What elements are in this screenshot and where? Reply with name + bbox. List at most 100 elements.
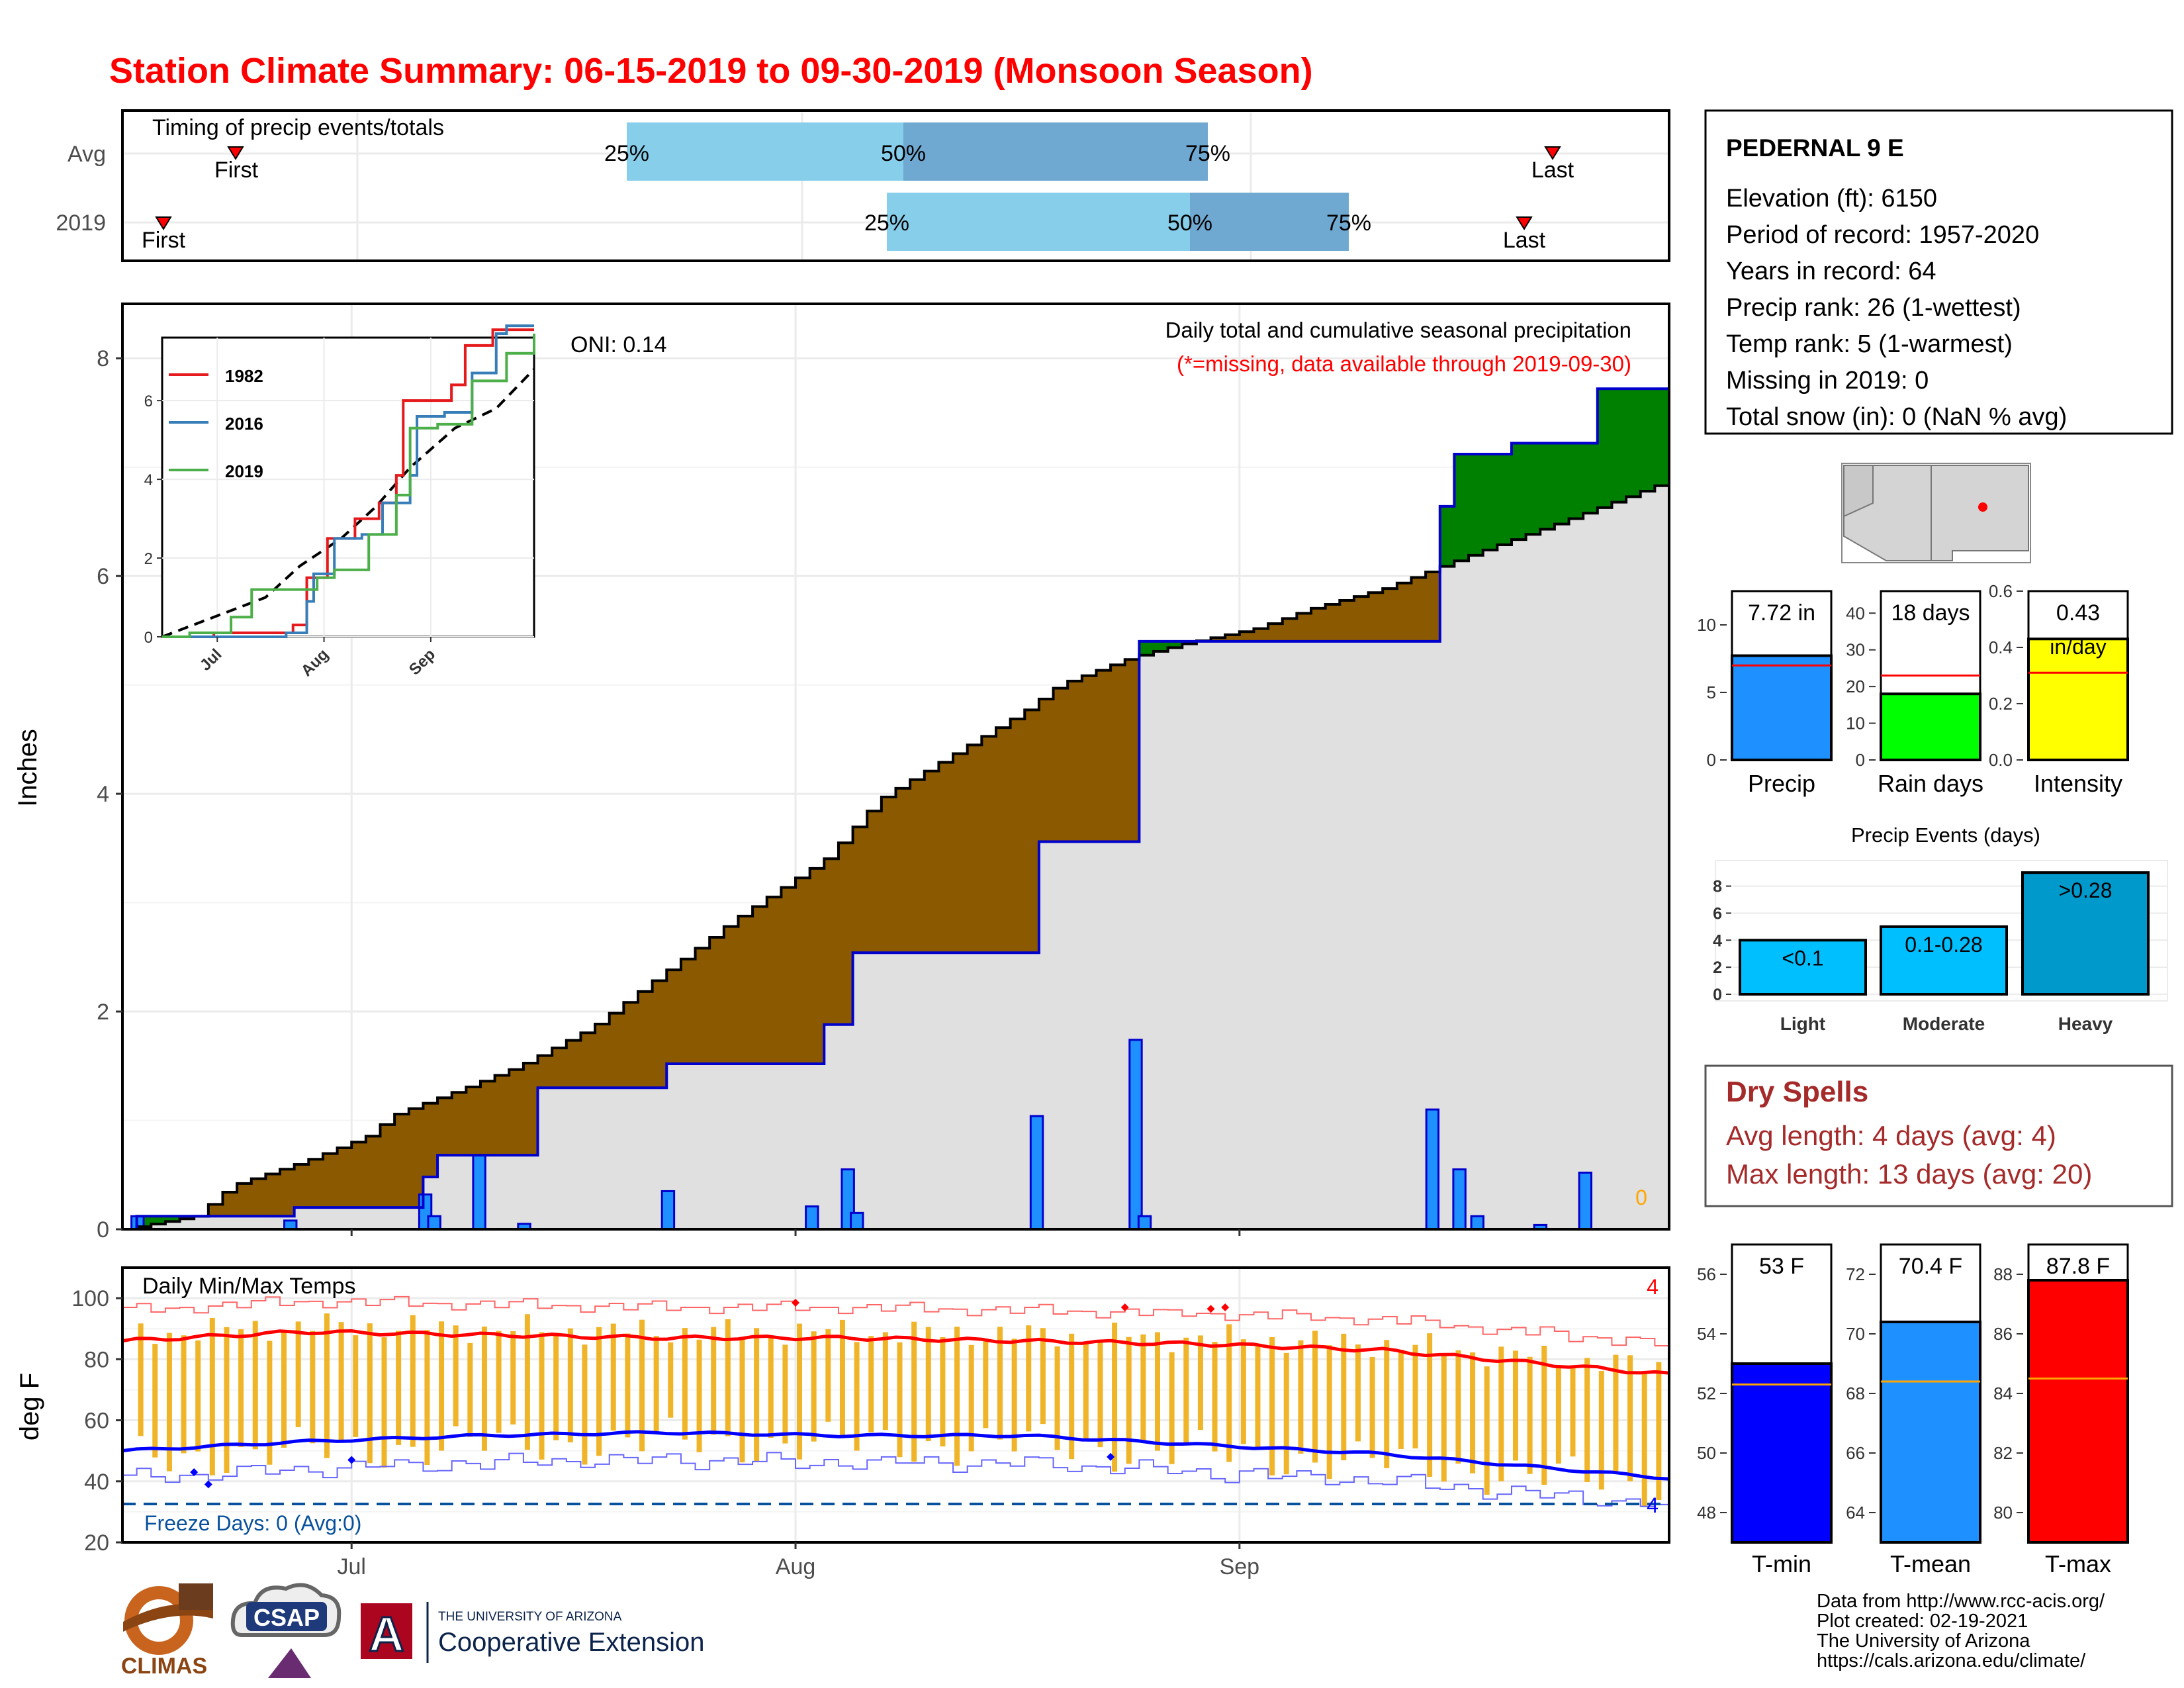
daily-temp-bar <box>539 1332 545 1460</box>
timing-panel: Timing of precip events/totals Avg 2019 … <box>56 109 1670 262</box>
precip-ytick-label: 6 <box>97 564 109 589</box>
station-line-precip-rank: Precip rank: 26 (1-wettest) <box>1726 294 2021 322</box>
precip-ytick-label: 8 <box>97 346 109 371</box>
summary-bar <box>2027 1279 2129 1544</box>
summary-ytick-label: 0.6 <box>1989 581 2013 601</box>
summary-ytick-label: 0.2 <box>1989 694 2013 714</box>
summary-ytick-label: 30 <box>1846 640 1865 660</box>
daily-precip-bar <box>660 1190 676 1231</box>
avg-max-line <box>122 1329 1670 1375</box>
footer-line-1: Data from http://www.rcc-acis.org/ <box>1817 1591 2105 1612</box>
daily-temp-bar <box>224 1327 230 1473</box>
timing-avg-first: First <box>214 158 259 183</box>
legend-2016: 2016 <box>225 414 263 434</box>
daily-temp-bar <box>1240 1339 1246 1444</box>
daily-temp-bar <box>1641 1372 1647 1507</box>
daily-temp-bar <box>983 1341 989 1429</box>
dry-spells-box: Dry Spells Avg length: 4 days (avg: 4) M… <box>1704 1064 2173 1207</box>
daily-precip-bar <box>1029 1115 1044 1231</box>
precip-panel-frame <box>121 303 1670 1231</box>
summary-ytick-label: 82 <box>1993 1443 2013 1463</box>
ua-logo-big: Cooperative Extension <box>438 1628 704 1657</box>
record-min-line <box>122 1452 1670 1507</box>
temps-x-axis: Jul Aug Sep <box>337 1542 1259 1579</box>
daily-temp-bar <box>238 1329 244 1447</box>
daily-temp-bar <box>596 1327 602 1456</box>
daily-temp-bar <box>1298 1340 1304 1454</box>
daily-temp-bar <box>209 1317 215 1476</box>
summary-bar-2: 0.0 0.2 0.4 0.6 0.43 in/day Intensity <box>1989 581 2129 797</box>
summary-ytick-label: 0 <box>1707 750 1716 770</box>
daily-temp-bar <box>854 1342 860 1451</box>
summary-ytick-label: 64 <box>1846 1503 1865 1523</box>
record-marker <box>204 1480 212 1489</box>
precip-ytick-label: 4 <box>97 782 109 807</box>
summary-bar-0: 0 5 10 7.72 in Precip <box>1697 590 1833 797</box>
events-ytick-label: 4 <box>1713 931 1722 950</box>
daily-temp-bar <box>1598 1371 1604 1490</box>
daily-temp-bar <box>754 1328 760 1461</box>
legend-2019: 2019 <box>225 461 263 481</box>
station-info-box: PEDERNAL 9 E Elevation (ft): 6150 Period… <box>1704 109 2173 435</box>
locator-map <box>1841 463 2031 563</box>
precip-ytick-label: 0 <box>97 1217 109 1243</box>
daily-temp-bar <box>1197 1335 1203 1430</box>
temp-summary-0: 48 50 52 54 56 53 F T-min <box>1697 1243 1833 1577</box>
ua-logo-block <box>361 1603 412 1659</box>
events-category-label: Heavy <box>2058 1013 2113 1034</box>
precip-subtitle: Daily total and cumulative seasonal prec… <box>1165 318 1631 342</box>
daily-precip-bar <box>1452 1168 1467 1231</box>
climas-logo-flag <box>179 1583 213 1610</box>
temps-panel-frame <box>121 1266 1670 1544</box>
summary-ytick-label: 70 <box>1846 1324 1865 1344</box>
daily-temp-bar <box>1398 1349 1404 1449</box>
ua-logo-letter: A <box>369 1607 404 1662</box>
daily-temp-bar <box>696 1339 702 1452</box>
timing-2019-25: 25% <box>864 211 909 236</box>
temps-xtick-label: Jul <box>337 1554 365 1579</box>
summary-ytick-label: 86 <box>1993 1324 2013 1344</box>
timing-avg-last-marker <box>1544 146 1561 160</box>
freeze-days: Freeze Days: 0 (Avg:0) <box>144 1511 361 1535</box>
daily-temp-bar <box>1155 1332 1160 1451</box>
events-bar-label: <0.1 <box>1782 946 1823 970</box>
daily-temp-bar <box>1470 1352 1476 1474</box>
timing-2019-last: Last <box>1503 228 1546 253</box>
csap-label: CSAP <box>253 1604 320 1631</box>
daily-temp-bar <box>1455 1350 1461 1464</box>
inset-gridlines <box>162 338 534 637</box>
daily-temp-bar <box>1441 1354 1447 1482</box>
csap-label-bg <box>246 1602 327 1631</box>
dry-spells-avg: Avg length: 4 days (avg: 4) <box>1726 1120 2056 1151</box>
daily-temp-bar <box>367 1323 373 1464</box>
record-marker <box>190 1468 199 1476</box>
summary-ytick-label: 10 <box>1697 615 1716 635</box>
temps-y-axis: 20 40 60 80 100 <box>71 1286 122 1556</box>
dry-spells-max: Max length: 13 days (avg: 20) <box>1726 1158 2092 1190</box>
cumulative-2019-line <box>122 387 1669 1231</box>
daily-temp-bar <box>1555 1367 1561 1464</box>
daily-temp-bar <box>1255 1346 1261 1448</box>
station-line-years: Years in record: 64 <box>1726 258 1936 285</box>
daily-temp-bar <box>882 1332 888 1430</box>
temps-panel-bg <box>122 1268 1669 1542</box>
daily-temp-bar <box>310 1331 316 1444</box>
precip-events-chart: Precip Events (days) 0 2 4 6 8 <0.1 Light 0.1-0… <box>1713 823 2168 1034</box>
timing-avg-50: 50% <box>881 141 926 166</box>
daily-temp-bar <box>610 1323 616 1431</box>
daily-temp-bar <box>897 1342 903 1458</box>
daily-temp-bar <box>1613 1354 1619 1473</box>
daily-temp-bar <box>940 1336 946 1447</box>
temperature-summary-bars: 48 50 52 54 56 53 F T-min 64 66 68 70 72 70.4 F T-mea… <box>1697 1243 2129 1577</box>
summary-label: T-max <box>2045 1550 2111 1577</box>
timing-2019-q2-bar <box>1190 193 1349 251</box>
below-average-deficit-area <box>208 571 1440 1217</box>
daily-temp-bar <box>439 1321 445 1451</box>
station-line-period: Period of record: 1957-2020 <box>1726 221 2039 249</box>
events-bar <box>1880 925 2008 996</box>
summary-ytick-label: 0.0 <box>1989 750 2013 770</box>
timing-2019-first: First <box>142 228 186 253</box>
record-max-line <box>122 1295 1670 1347</box>
summary-label: Intensity <box>2034 770 2122 797</box>
above-average-surplus-area <box>136 389 1669 1227</box>
